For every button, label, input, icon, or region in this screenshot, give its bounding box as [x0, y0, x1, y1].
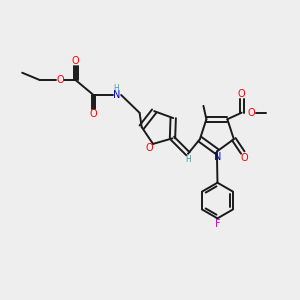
Text: O: O	[72, 56, 80, 66]
Text: N: N	[113, 90, 120, 100]
Text: H: H	[185, 154, 191, 164]
Text: H: H	[113, 84, 119, 93]
Text: O: O	[145, 143, 153, 153]
Text: F: F	[215, 219, 220, 229]
Text: O: O	[238, 89, 245, 99]
Text: O: O	[247, 108, 255, 118]
Text: O: O	[240, 153, 248, 163]
Text: O: O	[56, 75, 64, 85]
Text: N: N	[214, 152, 221, 162]
Text: O: O	[90, 109, 97, 119]
